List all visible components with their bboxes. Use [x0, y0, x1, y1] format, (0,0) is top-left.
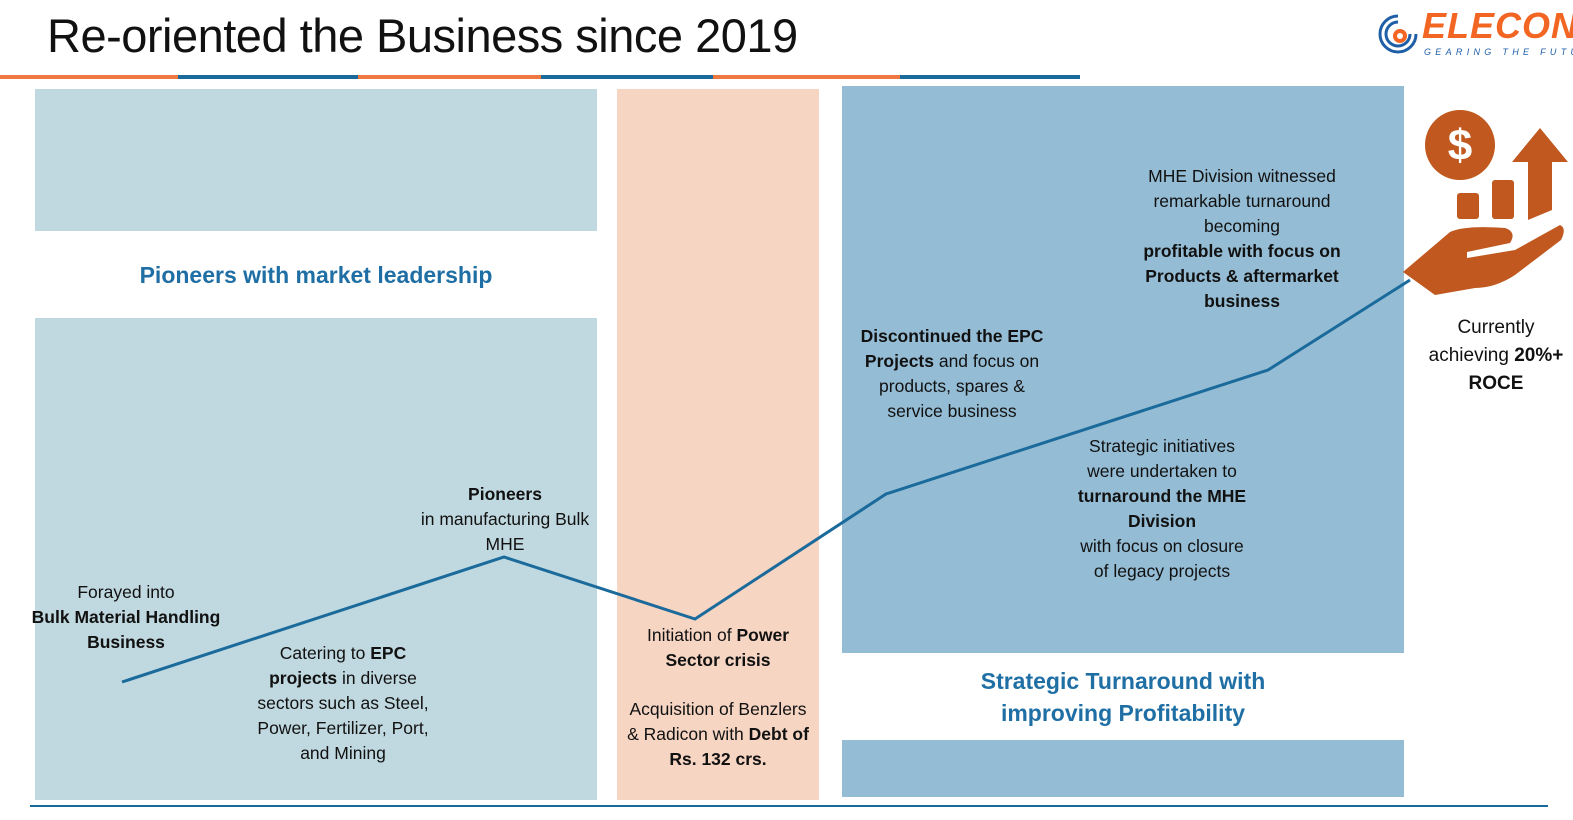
- panel-crisis: [617, 89, 819, 800]
- milestone-acquisition: Acquisition of Benzlers & Radicon with D…: [627, 699, 809, 769]
- svg-text:$: $: [1448, 121, 1472, 170]
- slide-title: Re-oriented the Business since 2019: [47, 9, 798, 62]
- trend-line: [121, 278, 1411, 684]
- logo-wordmark: ELECON: [1422, 5, 1573, 46]
- elecon-logo: [1378, 10, 1422, 60]
- milestone-strategic: Strategic initiatives were undertaken to…: [1077, 436, 1247, 581]
- hand-dollar-growth-icon: $: [1403, 110, 1568, 295]
- panel-pioneers: [35, 89, 597, 800]
- milestone-discontinued: Discontinued the EPC Projects and focus …: [860, 326, 1044, 421]
- milestone-currently: Currently achieving 20%+ ROCE: [1428, 317, 1564, 394]
- logo-tagline: GEARING THE FUTURE: [1424, 47, 1573, 57]
- heading-turnaround: Strategic Turnaround with improving Prof…: [842, 653, 1404, 740]
- heading-pioneers: Pioneers with market leadership: [35, 231, 597, 318]
- milestone-forayed: Forayed into Bulk Material Handling Busin…: [31, 582, 221, 652]
- bottom-rule: [30, 805, 1548, 807]
- milestone-pioneers: Pioneers in manufacturing Bulk MHE: [420, 484, 590, 554]
- milestone-mhe: MHE Division witnessed remarkable turnar…: [1143, 166, 1341, 311]
- milestone-crisis: Initiation of Power Sector crisis: [646, 625, 790, 670]
- milestone-catering: Catering to EPC projects in diverse sect…: [257, 643, 429, 763]
- elecon-gear-swirl-icon: [1378, 14, 1418, 54]
